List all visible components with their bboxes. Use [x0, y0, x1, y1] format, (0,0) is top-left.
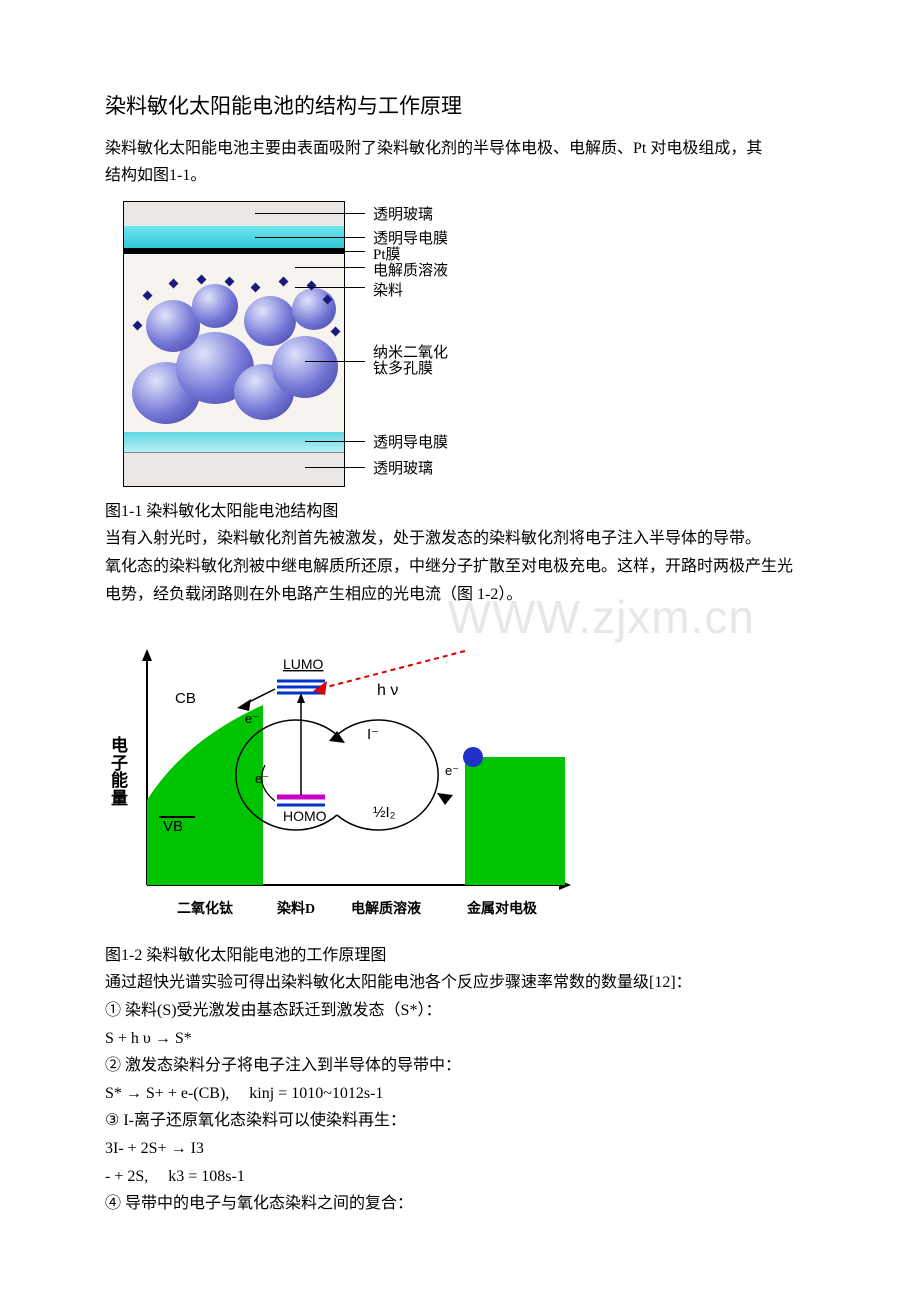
step-3-eq2: - + 2S, k3 = 108s-1	[105, 1164, 815, 1190]
figure-2-caption: 图1-2 染料敏化太阳能电池的工作原理图	[105, 943, 815, 969]
nano-cluster	[124, 274, 344, 434]
i-label: I⁻	[367, 726, 379, 743]
layer-tcf-bottom	[124, 432, 344, 452]
figure-1-caption: 图1-1 染料敏化太阳能电池结构图	[105, 499, 815, 525]
layer-glass-bottom	[124, 452, 344, 487]
mid-line-1: 当有入射光时，染料敏化剂首先被激发，处于激发态的染料敏化剂将电子注入半导体的导带…	[105, 526, 815, 552]
e-label-2: e⁻	[255, 771, 269, 786]
intro-line-1: 染料敏化太阳能电池主要由表面吸附了染料敏化剂的半导体电极、电解质、Pt 对电极组…	[105, 136, 815, 162]
label-nano: 纳米二氧化 钛多孔膜	[373, 345, 448, 378]
post-line-1: 通过超快光谱实验可得出染料敏化太阳能电池各个反应步骤速率常数的数量级[12]：	[105, 970, 815, 996]
figure-1: 透明玻璃 透明导电膜 Pt膜 电解质溶液 染料 纳米二氧化 钛多孔膜 透明导电膜…	[105, 201, 815, 491]
page-title: 染料敏化太阳能电池的结构与工作原理	[105, 90, 815, 124]
homo-label: HOMO	[283, 808, 327, 824]
label-glass-bottom: 透明玻璃	[373, 457, 433, 481]
xlabel-counter: 金属对电极	[467, 899, 537, 921]
figure-2: CB VB LUMO HOMO h ν	[105, 645, 815, 935]
mid-line-2: 氧化态的染料敏化剂被中继电解质所还原，中继分子扩散至对电极充电。这样，开路时两极…	[105, 554, 815, 580]
xlabel-dye: 染料D	[277, 899, 315, 921]
hv-label: h ν	[377, 682, 398, 699]
step-3-eq: 3I- + 2S+ → I3	[105, 1136, 815, 1162]
lumo-label: LUMO	[283, 656, 324, 672]
half-i2-label: ½I₂	[373, 804, 396, 821]
step-3-label: ③ I-离子还原氧化态染料可以使染料再生：	[105, 1108, 815, 1134]
xlabel-elec: 电解质溶液	[351, 899, 421, 921]
mid-line-3: 电势，经负载闭路则在外电路产生相应的光电流（图 1-2）。	[105, 582, 815, 608]
figure-2-ylabel: 电子能量	[111, 737, 129, 808]
figure-1-image	[123, 201, 345, 487]
cb-label: CB	[175, 690, 196, 707]
label-tcf-bottom: 透明导电膜	[373, 431, 448, 455]
vb-label: VB	[163, 818, 183, 835]
step-4-label: ④ 导带中的电子与氧化态染料之间的复合：	[105, 1191, 815, 1217]
label-glass-top: 透明玻璃	[373, 203, 433, 227]
step-2-eq: S* → S+ + e-(CB), kinj = 1010~1012s-1	[105, 1081, 815, 1107]
step-2-label: ② 激发态染料分子将电子注入到半导体的导带中：	[105, 1053, 815, 1079]
step-1-eq: S + h υ → S*	[105, 1026, 815, 1052]
e-label-1: e⁻	[245, 711, 259, 726]
intro-line-2: 结构如图1-1。	[105, 163, 815, 189]
e-label-3: e⁻	[445, 763, 459, 778]
step-1-label: ① 染料(S)受光激发由基态跃迁到激发态（S*）：	[105, 998, 815, 1024]
figure-2-svg: CB VB LUMO HOMO h ν	[105, 645, 575, 897]
label-dye: 染料	[373, 279, 403, 303]
layer-glass-top	[124, 202, 344, 226]
xlabel-tio2: 二氧化钛	[177, 899, 233, 921]
